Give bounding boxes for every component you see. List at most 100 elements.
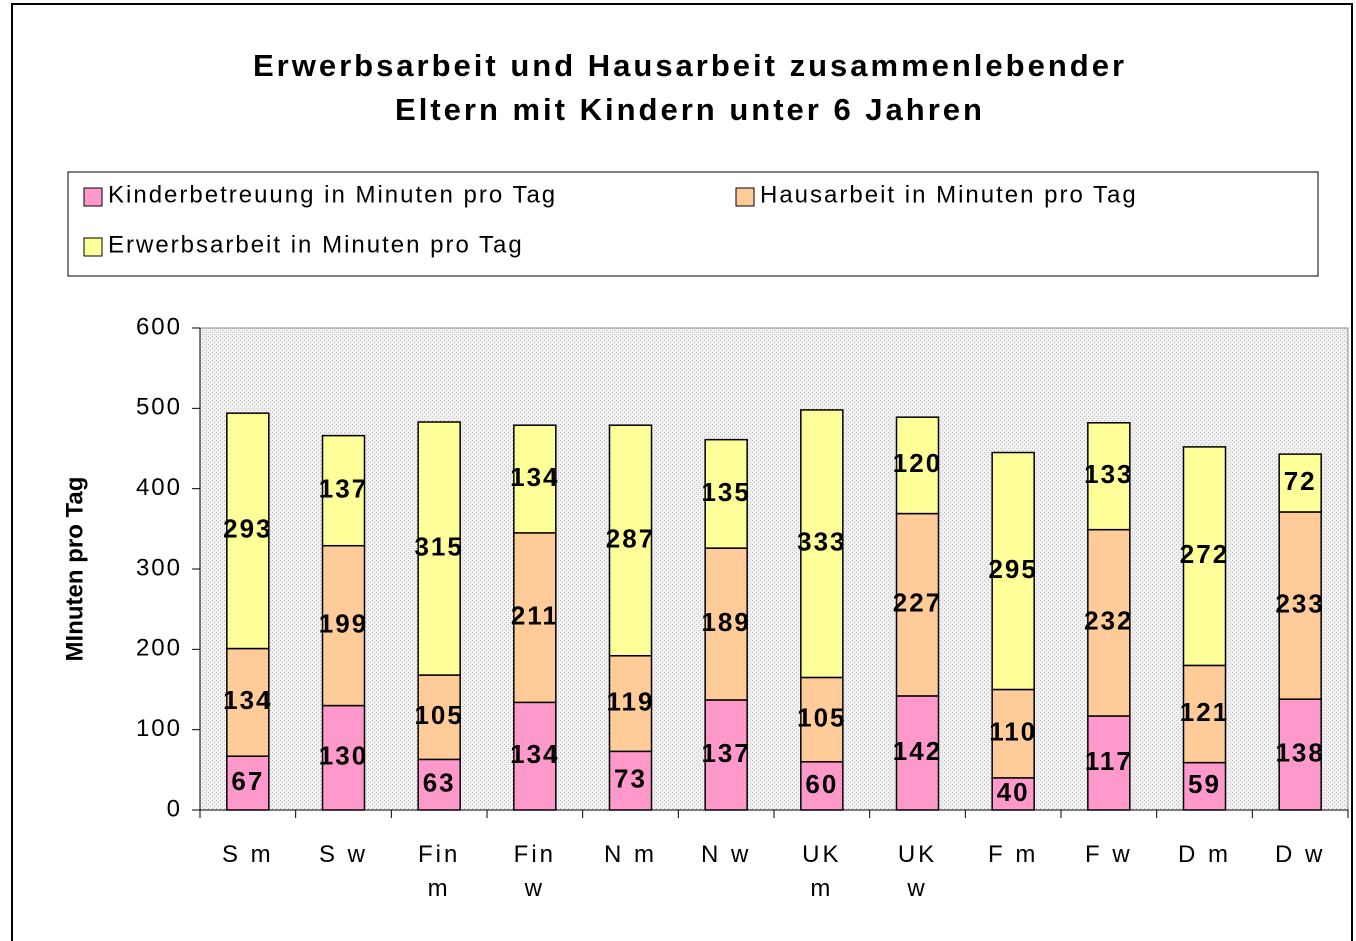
x-tick-label: F m	[987, 841, 1039, 868]
data-label: 63	[423, 768, 456, 798]
y-tick-label: 100	[136, 715, 182, 742]
y-axis-label: MInuten pro Tag	[61, 477, 88, 662]
bar-segment	[513, 424, 557, 534]
data-label: 134	[510, 462, 559, 492]
bar-segment	[226, 755, 270, 811]
data-label: 199	[319, 609, 368, 639]
bar-segment	[800, 409, 844, 679]
bar-segment	[608, 424, 653, 657]
x-tick-label: UK m	[802, 841, 842, 902]
data-label: 60	[805, 769, 838, 799]
x-tick-label: UK w	[897, 841, 938, 902]
legend-label: Kinderbetreuung in Minuten pro Tag	[108, 181, 557, 208]
bar-segment	[800, 761, 844, 811]
data-label: 293	[223, 514, 272, 544]
bar-segment	[800, 676, 844, 763]
data-label: 138	[1275, 737, 1324, 767]
legend-label: Erwerbsarbeit in Minuten pro Tag	[108, 231, 524, 258]
plot-area	[199, 327, 1349, 811]
legend-box	[67, 171, 1319, 277]
chart-title: Eltern mit Kindern unter 6 Jahren	[395, 92, 985, 127]
data-label: 315	[414, 531, 463, 561]
data-label: 40	[997, 777, 1030, 807]
x-tick-label: N w	[700, 841, 752, 868]
y-tick-label: 400	[136, 474, 182, 501]
bar-segment	[608, 750, 653, 811]
data-label: 121	[1180, 697, 1229, 727]
data-label: 105	[797, 703, 846, 733]
legend-swatch	[83, 237, 103, 257]
data-label: 211	[511, 600, 559, 630]
data-label: 137	[701, 738, 750, 768]
bar-segment	[704, 438, 748, 549]
bar-segment	[1182, 446, 1227, 667]
x-tick-label: Fin w	[513, 841, 556, 902]
bar-segment	[321, 544, 366, 707]
y-tick-label: 0	[167, 795, 182, 822]
data-label: 73	[614, 764, 647, 794]
bar-segment	[1182, 761, 1227, 811]
bar-segment	[1278, 698, 1322, 811]
x-tick-label: S m	[221, 841, 274, 868]
bar-segment	[895, 512, 940, 697]
bar-segment	[417, 674, 461, 761]
data-label: 110	[989, 717, 1037, 747]
bar-segment	[321, 434, 366, 547]
bar-segment	[226, 647, 270, 757]
legend-swatch	[83, 187, 103, 207]
data-label: 272	[1180, 539, 1229, 569]
bar-segment	[1278, 453, 1322, 513]
data-label: 295	[988, 554, 1037, 584]
data-label: 134	[510, 739, 559, 769]
bar-segment	[513, 532, 557, 704]
bar-segment	[895, 695, 940, 811]
bar-segment	[1087, 422, 1131, 531]
data-label: 189	[701, 607, 750, 637]
bar-segment	[1182, 664, 1227, 764]
bar-segment	[608, 655, 653, 753]
data-label: 67	[231, 766, 264, 796]
data-label: 134	[223, 685, 272, 715]
x-tick-label: F w	[1084, 841, 1133, 868]
data-label: 142	[893, 736, 942, 766]
data-label: 117	[1085, 746, 1133, 776]
bar-segment	[991, 777, 1035, 811]
bar-segment	[991, 451, 1035, 691]
data-label: 227	[893, 588, 942, 618]
data-label: 120	[893, 448, 942, 478]
bar-segment	[895, 416, 940, 515]
bar-segment	[1087, 715, 1131, 811]
x-tick-label: S w	[318, 841, 368, 868]
bar-segment	[1278, 511, 1322, 700]
x-tick-label: N m	[604, 841, 657, 868]
data-label: 135	[701, 477, 750, 507]
data-label: 72	[1284, 466, 1317, 496]
data-label: 119	[607, 686, 655, 716]
chart-title: Erwerbsarbeit und Hausarbeit zusammenleb…	[253, 48, 1127, 83]
bar-segment	[321, 704, 366, 811]
bar-segment	[417, 421, 461, 676]
data-label: 233	[1275, 588, 1324, 618]
data-label: 333	[797, 527, 846, 557]
bar-segment	[226, 412, 270, 650]
y-tick-label: 200	[136, 635, 182, 662]
legend-swatch	[735, 187, 755, 207]
legend-label: Hausarbeit in Minuten pro Tag	[760, 181, 1138, 208]
data-label: 105	[414, 700, 463, 730]
bar-segment	[704, 547, 748, 701]
bar-segment	[417, 758, 461, 811]
data-label: 137	[319, 474, 368, 504]
y-tick-label: 600	[136, 313, 182, 340]
data-label: 232	[1084, 606, 1133, 636]
x-tick-label: D m	[1178, 841, 1231, 868]
x-tick-label: D w	[1274, 841, 1326, 868]
y-tick-label: 300	[136, 554, 182, 581]
data-label: 59	[1188, 769, 1221, 799]
y-tick-label: 500	[136, 394, 182, 421]
data-label: 130	[319, 741, 368, 771]
data-label: 287	[606, 523, 655, 553]
data-label: 133	[1084, 459, 1133, 489]
x-tick-label: Fin m	[417, 841, 461, 902]
